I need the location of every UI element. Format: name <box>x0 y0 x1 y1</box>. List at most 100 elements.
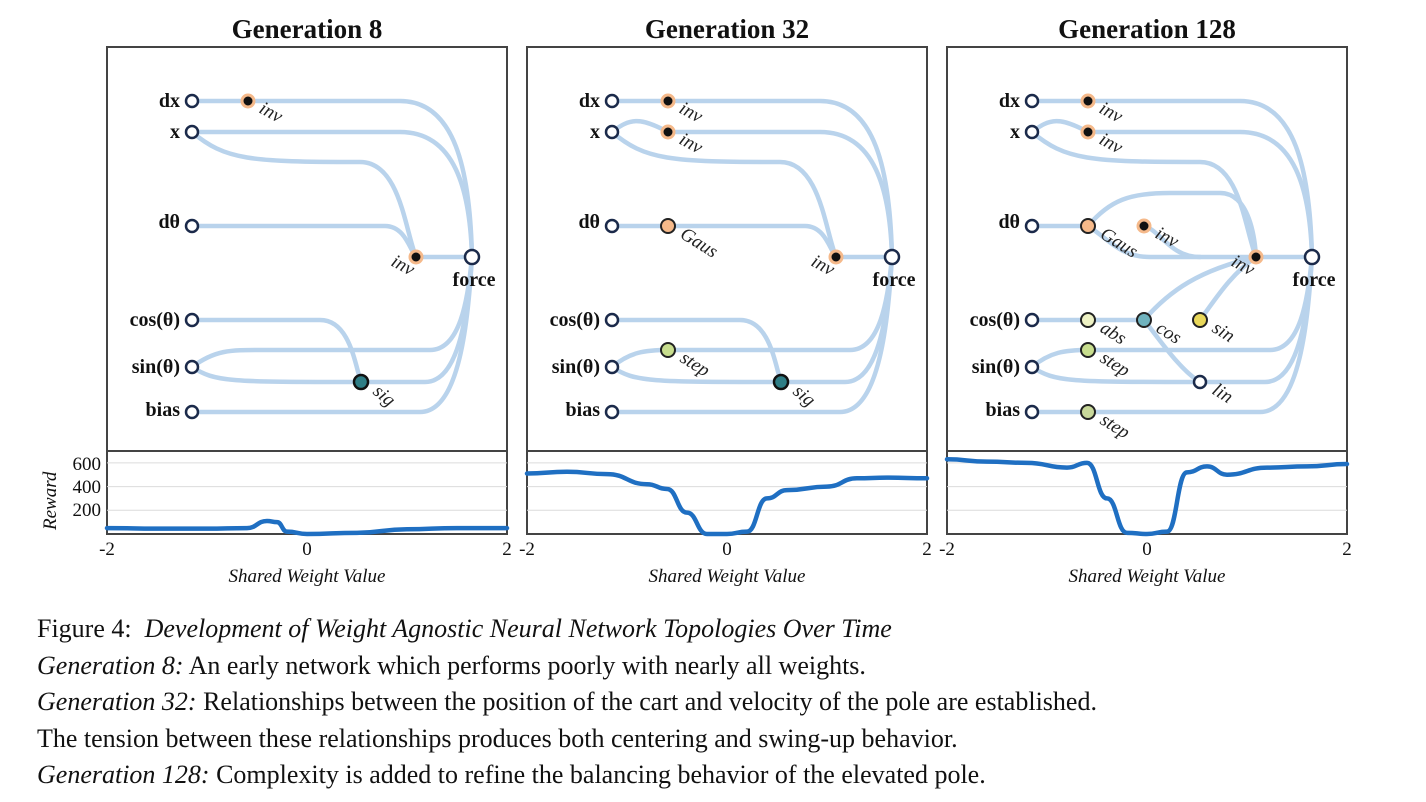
network-panel-gen32: dx x dθ cos(θ) sin(θ) bias force inν inν… <box>526 46 928 452</box>
caption-line: Generation 128: Complexity is added to r… <box>37 757 1417 794</box>
input-label-dx: dx <box>159 90 180 112</box>
hidden-node <box>1080 93 1096 109</box>
x-axis-label: Shared Weight Value <box>1069 566 1226 587</box>
x-tick-label: 2 <box>502 539 512 560</box>
hidden-node <box>1080 312 1096 328</box>
input-label-x: x <box>1010 121 1020 143</box>
reward-curve <box>524 469 930 537</box>
hidden-node <box>660 218 676 234</box>
x-tick-label: 0 <box>302 539 312 560</box>
reward-curve <box>944 457 1350 537</box>
hidden-node <box>352 373 370 391</box>
hidden-node <box>660 124 676 140</box>
input-node-sin <box>604 359 620 375</box>
input-label-sin: sin(θ) <box>132 356 180 378</box>
output-node-force <box>1303 248 1321 266</box>
input-label-sin: sin(θ) <box>972 356 1020 378</box>
hidden-node <box>1248 249 1264 265</box>
input-label-x: x <box>590 121 600 143</box>
x-tick-label: -2 <box>519 539 535 560</box>
x-tick-label: -2 <box>939 539 955 560</box>
panel-title-gen128: Generation 128 <box>1058 14 1236 44</box>
network-edges <box>1029 98 1315 415</box>
input-label-x: x <box>170 121 180 143</box>
hidden-label: step <box>1096 347 1133 381</box>
y-tick-label: 600 <box>73 454 102 475</box>
input-node-dtheta <box>184 218 200 234</box>
input-node-sin <box>184 359 200 375</box>
x-tick-label: -2 <box>99 539 115 560</box>
output-node-force <box>463 248 481 266</box>
input-label-bias: bias <box>986 399 1021 421</box>
input-node-cos <box>184 312 200 328</box>
hidden-node <box>1080 218 1096 234</box>
input-label-cos: cos(θ) <box>130 309 180 331</box>
caption-gen8-label: Generation 8: <box>37 650 184 680</box>
x-tick-label: 2 <box>922 539 932 560</box>
caption-gen8-text: An early network which performs poorly w… <box>183 650 866 680</box>
input-node-x <box>604 124 620 140</box>
x-tick-label: 2 <box>1342 539 1352 560</box>
reward-charts: 600 400 200 Reward -2 0 2 -2 0 2 -2 0 2 … <box>40 450 1352 587</box>
y-tick-label: 400 <box>73 477 102 498</box>
network-edges <box>189 98 475 415</box>
reward-curves <box>104 457 1350 537</box>
hidden-label: sig <box>369 381 399 411</box>
reward-gridlines <box>107 462 1347 511</box>
caption-gen32-text2: The tension between these relationships … <box>37 723 958 753</box>
hidden-node <box>1080 404 1096 420</box>
output-node-force <box>883 248 901 266</box>
input-node-dtheta <box>1024 218 1040 234</box>
hidden-node <box>772 373 790 391</box>
input-label-dx: dx <box>999 90 1020 112</box>
input-node-bias <box>1024 404 1040 420</box>
panel-title-gen8: Generation 8 <box>231 14 383 44</box>
x-axis-label: Shared Weight Value <box>229 566 386 587</box>
hidden-node <box>828 249 844 265</box>
input-node-x <box>184 124 200 140</box>
y-axis-label: Reward <box>40 471 61 531</box>
hidden-label: Gaus <box>676 223 721 262</box>
input-node-sin <box>1024 359 1040 375</box>
hidden-label: sin <box>1208 317 1238 347</box>
input-label-dx: dx <box>579 90 600 112</box>
caption-gen128-text: Complexity is added to refine the balanc… <box>209 760 986 789</box>
input-label-sin: sin(θ) <box>552 356 600 378</box>
caption-figure-title: Development of Weight Agnostic Neural Ne… <box>144 614 892 643</box>
hidden-label: inν <box>1152 223 1183 253</box>
network-panel-gen8: dx x dθ cos(θ) sin(θ) bias force inν inν… <box>106 46 508 452</box>
hidden-node <box>1080 124 1096 140</box>
y-tick-label: 200 <box>73 500 102 521</box>
caption-gen32-label: Generation 32: <box>37 687 197 716</box>
x-tick-label: 0 <box>1142 539 1152 560</box>
caption-gen128-label: Generation 128: <box>37 760 210 789</box>
caption-figure-label: Figure 4: <box>37 614 132 643</box>
input-node-dtheta <box>604 218 620 234</box>
hidden-label: step <box>676 347 713 381</box>
input-node-dx <box>604 93 620 109</box>
network-panel-gen128: dx x dθ cos(θ) sin(θ) bias force inν inν… <box>946 46 1348 452</box>
input-node-bias <box>604 404 620 420</box>
input-label-cos: cos(θ) <box>550 309 600 331</box>
output-label-force: force <box>1293 269 1336 291</box>
output-label-force: force <box>873 269 916 291</box>
hidden-label: step <box>1096 409 1133 443</box>
hidden-node <box>660 342 676 358</box>
input-label-dtheta: dθ <box>158 211 180 233</box>
input-node-dx <box>1024 93 1040 109</box>
x-tick-label: 0 <box>722 539 732 560</box>
hidden-node <box>1192 374 1208 390</box>
hidden-node <box>240 93 256 109</box>
caption-line: Generation 8: An early network which per… <box>37 648 1417 685</box>
input-node-cos <box>1024 312 1040 328</box>
input-node-bias <box>184 404 200 420</box>
figure-caption: Figure 4: Development of Weight Agnostic… <box>37 611 1417 794</box>
hidden-node <box>1136 218 1152 234</box>
hidden-label: sig <box>789 381 819 411</box>
input-node-x <box>1024 124 1040 140</box>
reward-curve <box>104 518 510 537</box>
figure-canvas: .edge { fill:none; stroke:#b9d3ec; strok… <box>40 46 1352 587</box>
network-edges <box>609 98 895 415</box>
hidden-node <box>660 93 676 109</box>
x-axis-label: Shared Weight Value <box>649 566 806 587</box>
